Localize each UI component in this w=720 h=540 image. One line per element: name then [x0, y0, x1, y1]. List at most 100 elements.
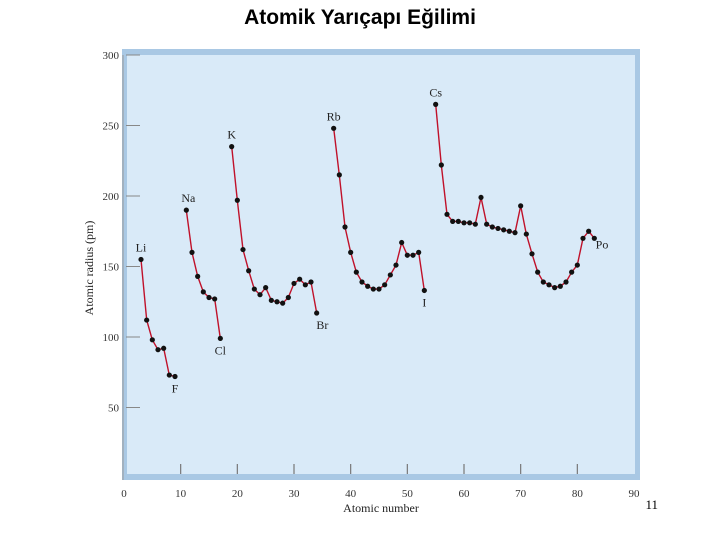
axes: 50 100 150 200 250 300 0 10 20 30 40 50 60 70 80 90 [103, 50, 641, 500]
x-tick-label-40: 40 [345, 488, 357, 500]
data-point-z33 [308, 279, 314, 285]
data-point-z4 [144, 317, 150, 323]
data-point-z13 [195, 273, 201, 279]
element-label-k: K [227, 128, 236, 142]
data-point-z23 [251, 286, 257, 292]
data-point-z67 [501, 227, 507, 233]
data-point-z9 [172, 373, 178, 380]
data-point-z38 [336, 172, 342, 178]
data-point-z3 [138, 256, 144, 263]
element-label-na: Na [181, 191, 196, 205]
element-label-br: Br [316, 318, 328, 332]
data-point-z61 [467, 220, 473, 226]
element-label-cl: Cl [215, 343, 227, 357]
data-point-z64 [484, 221, 490, 227]
data-point-z31 [297, 276, 303, 282]
data-point-z34 [314, 310, 320, 316]
element-label-rb: Rb [327, 109, 341, 123]
data-point-z74 [540, 279, 546, 285]
element-label-i: I [422, 295, 426, 309]
data-point-z50 [404, 252, 410, 258]
data-point-z12 [189, 249, 195, 255]
data-point-z83 [591, 235, 597, 241]
y-tick-label-150: 150 [103, 262, 120, 274]
page-number: 11 [645, 497, 658, 512]
plot-area [127, 55, 635, 474]
data-point-z47 [387, 272, 393, 278]
data-point-z30 [291, 280, 297, 287]
element-label-li: Li [136, 240, 147, 254]
data-point-z37 [331, 125, 337, 131]
data-point-z19 [229, 144, 235, 150]
data-point-z27 [274, 299, 280, 305]
slide-title: Atomik Yarıçapı Eğilimi [244, 6, 476, 29]
x-tick-label-30: 30 [289, 488, 301, 500]
y-tick-label-100: 100 [103, 332, 120, 344]
y-tick-label-250: 250 [103, 121, 120, 133]
data-point-z62 [472, 221, 478, 227]
data-point-z80 [574, 262, 580, 268]
x-tick-label-0: 0 [121, 488, 127, 500]
data-point-z77 [557, 283, 563, 289]
plot-background [122, 49, 640, 480]
series-layer [138, 101, 597, 380]
data-point-z45 [376, 286, 382, 292]
data-point-z66 [495, 225, 501, 232]
data-point-z63 [478, 194, 484, 201]
data-point-z42 [359, 279, 365, 285]
data-point-z15 [206, 294, 212, 301]
x-tick-label-90: 90 [629, 488, 641, 500]
y-tick-label-300: 300 [103, 50, 120, 62]
data-point-z16 [212, 296, 218, 302]
data-point-z11 [183, 207, 189, 213]
data-point-z25 [263, 285, 269, 291]
data-point-z5 [149, 337, 155, 343]
data-point-z53 [421, 287, 427, 294]
data-point-z24 [257, 292, 263, 298]
x-tick-label-60: 60 [459, 488, 471, 500]
data-point-z40 [348, 249, 354, 255]
data-point-z71 [523, 231, 529, 237]
data-point-z8 [166, 372, 172, 378]
data-point-z32 [302, 282, 308, 288]
data-point-z72 [529, 251, 535, 257]
data-point-z6 [155, 347, 161, 353]
data-point-z17 [217, 335, 223, 342]
data-point-z73 [535, 269, 541, 275]
data-point-z49 [399, 239, 405, 246]
data-point-z39 [342, 224, 348, 230]
data-point-z68 [506, 228, 512, 234]
data-point-z28 [280, 300, 286, 306]
series-line-2 [231, 146, 318, 314]
element-label-cs: Cs [429, 85, 442, 99]
data-point-z26 [268, 297, 274, 303]
data-point-z51 [410, 252, 416, 258]
data-point-z52 [416, 249, 422, 255]
element-label-po: Po [596, 237, 609, 251]
x-tick-label-50: 50 [402, 488, 414, 500]
data-point-z44 [370, 286, 376, 292]
y-axis-title: Atomic radius (pm) [82, 221, 96, 316]
x-tick-label-20: 20 [232, 488, 244, 500]
x-tick-label-80: 80 [572, 488, 584, 500]
data-point-z59 [455, 218, 461, 224]
data-point-z75 [546, 282, 552, 288]
data-point-z20 [234, 197, 240, 203]
data-point-z41 [353, 269, 359, 275]
data-point-z69 [512, 230, 518, 236]
data-point-z14 [200, 289, 206, 295]
data-point-z55 [433, 101, 439, 107]
data-point-z29 [285, 294, 291, 301]
x-tick-label-70: 70 [515, 488, 527, 500]
data-point-z21 [240, 246, 246, 253]
x-tick-label-10: 10 [175, 488, 187, 500]
data-point-z43 [365, 283, 371, 289]
data-point-z58 [450, 218, 456, 224]
data-point-z70 [518, 203, 524, 209]
element-label-f: F [172, 381, 179, 395]
data-point-z48 [393, 262, 399, 268]
x-axis-title: Atomic number [343, 501, 419, 515]
data-point-z81 [580, 235, 586, 241]
data-point-z76 [552, 285, 558, 291]
data-point-z56 [438, 162, 444, 168]
